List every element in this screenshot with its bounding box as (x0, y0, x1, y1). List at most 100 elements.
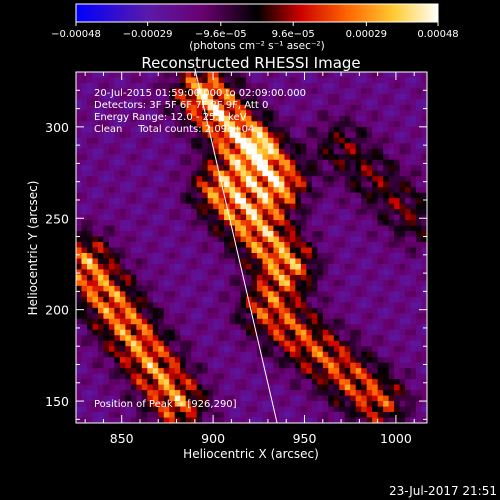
heatmap-cell (152, 318, 159, 325)
heatmap-cell (295, 154, 302, 161)
heatmap-cell (114, 231, 121, 238)
heatmap-cell (328, 258, 335, 265)
heatmap-cell (218, 137, 225, 144)
heatmap-cell (350, 406, 357, 413)
heatmap-cell (191, 346, 198, 353)
heatmap-cell (191, 170, 198, 177)
heatmap-cell (416, 198, 423, 205)
heatmap-cell (262, 165, 269, 172)
heatmap-cell (410, 148, 417, 155)
heatmap-cell (103, 351, 110, 358)
heatmap-cell (366, 225, 373, 232)
heatmap-cell (130, 302, 137, 309)
heatmap-cell (185, 220, 192, 227)
heatmap-cell (317, 307, 324, 314)
heatmap-cell (125, 181, 132, 188)
heatmap-cell (300, 132, 307, 139)
heatmap-cell (372, 318, 379, 325)
heatmap-cell (235, 313, 242, 320)
heatmap-cell (246, 296, 253, 303)
heatmap-cell (108, 209, 115, 216)
heatmap-cell (416, 225, 423, 232)
colorbar-unit-label: (photons cm⁻² s⁻¹ asec⁻²) (189, 40, 324, 52)
heatmap-cell (267, 269, 275, 276)
heatmap-cell (218, 110, 225, 117)
heatmap-cell (196, 77, 203, 84)
heatmap-cell (141, 225, 148, 232)
heatmap-cell (119, 395, 126, 402)
heatmap-cell (278, 280, 285, 287)
heatmap-cell (218, 340, 225, 347)
heatmap-cell (224, 406, 231, 413)
heatmap-cell (350, 351, 357, 358)
heatmap-cell (317, 379, 324, 386)
heatmap-cell (185, 126, 192, 133)
heatmap-cell (350, 176, 357, 183)
heatmap-cell (256, 340, 264, 347)
heatmap-cell (394, 258, 401, 265)
heatmap-cell (377, 395, 384, 402)
heatmap-cell (185, 242, 192, 249)
heatmap-cell (86, 258, 94, 265)
heatmap-cell (366, 165, 373, 172)
heatmap-cell (246, 351, 253, 358)
heatmap-cell (344, 368, 351, 375)
heatmap-cell (235, 307, 242, 314)
heatmap-cell (180, 132, 187, 139)
heatmap-cell (256, 417, 264, 423)
heatmap-cell (180, 362, 187, 369)
heatmap-cell (317, 318, 324, 325)
heatmap-cell (399, 318, 406, 325)
heatmap-cell (180, 99, 187, 106)
heatmap-cell (328, 401, 335, 408)
heatmap-cell (86, 82, 94, 90)
heatmap-cell (246, 137, 253, 144)
heatmap-cell (114, 181, 121, 188)
annotation-clean: Clean Total counts: 2.09e+04 (94, 124, 254, 135)
heatmap-cell (311, 346, 318, 353)
heatmap-cell (130, 203, 137, 210)
heatmap-cell (344, 82, 351, 90)
heatmap-cell (306, 77, 313, 84)
heatmap-cell (262, 346, 269, 353)
heatmap-cell (147, 209, 154, 216)
heatmap-cell (399, 324, 406, 331)
heatmap-cell (229, 176, 236, 183)
heatmap-cell (97, 318, 105, 325)
heatmap-cell (295, 280, 302, 287)
heatmap-cell (267, 296, 275, 303)
heatmap-cell (136, 417, 143, 423)
heatmap-cell (372, 99, 379, 106)
heatmap-cell (410, 340, 417, 347)
heatmap-cell (163, 181, 170, 188)
heatmap-cell (284, 362, 291, 369)
heatmap-cell (108, 115, 115, 122)
heatmap-cell (141, 252, 148, 260)
heatmap-cell (218, 247, 225, 254)
heatmap-cell (317, 170, 324, 177)
heatmap-cell (196, 209, 203, 216)
heatmap-cell (317, 132, 324, 139)
heatmap-cell (240, 214, 247, 221)
heatmap-cell (322, 417, 329, 423)
heatmap-cell (163, 220, 170, 227)
heatmap-cell (333, 351, 340, 358)
heatmap-cell (152, 236, 159, 243)
heatmap-cell (119, 401, 126, 408)
heatmap-cell (394, 357, 401, 364)
heatmap-cell (180, 324, 187, 331)
heatmap-cell (306, 395, 313, 402)
heatmap-cell (355, 357, 362, 364)
heatmap-cell (361, 417, 368, 423)
heatmap-cell (235, 285, 242, 292)
heatmap-cell (383, 88, 390, 95)
heatmap-cell (141, 214, 148, 221)
heatmap-cell (355, 395, 362, 402)
heatmap-cell (322, 165, 329, 172)
heatmap-cell (284, 318, 291, 325)
heatmap-cell (383, 77, 390, 84)
heatmap-cell (394, 269, 401, 276)
heatmap-cell (377, 192, 384, 199)
heatmap-cell (141, 165, 148, 172)
heatmap-cell (333, 329, 340, 336)
